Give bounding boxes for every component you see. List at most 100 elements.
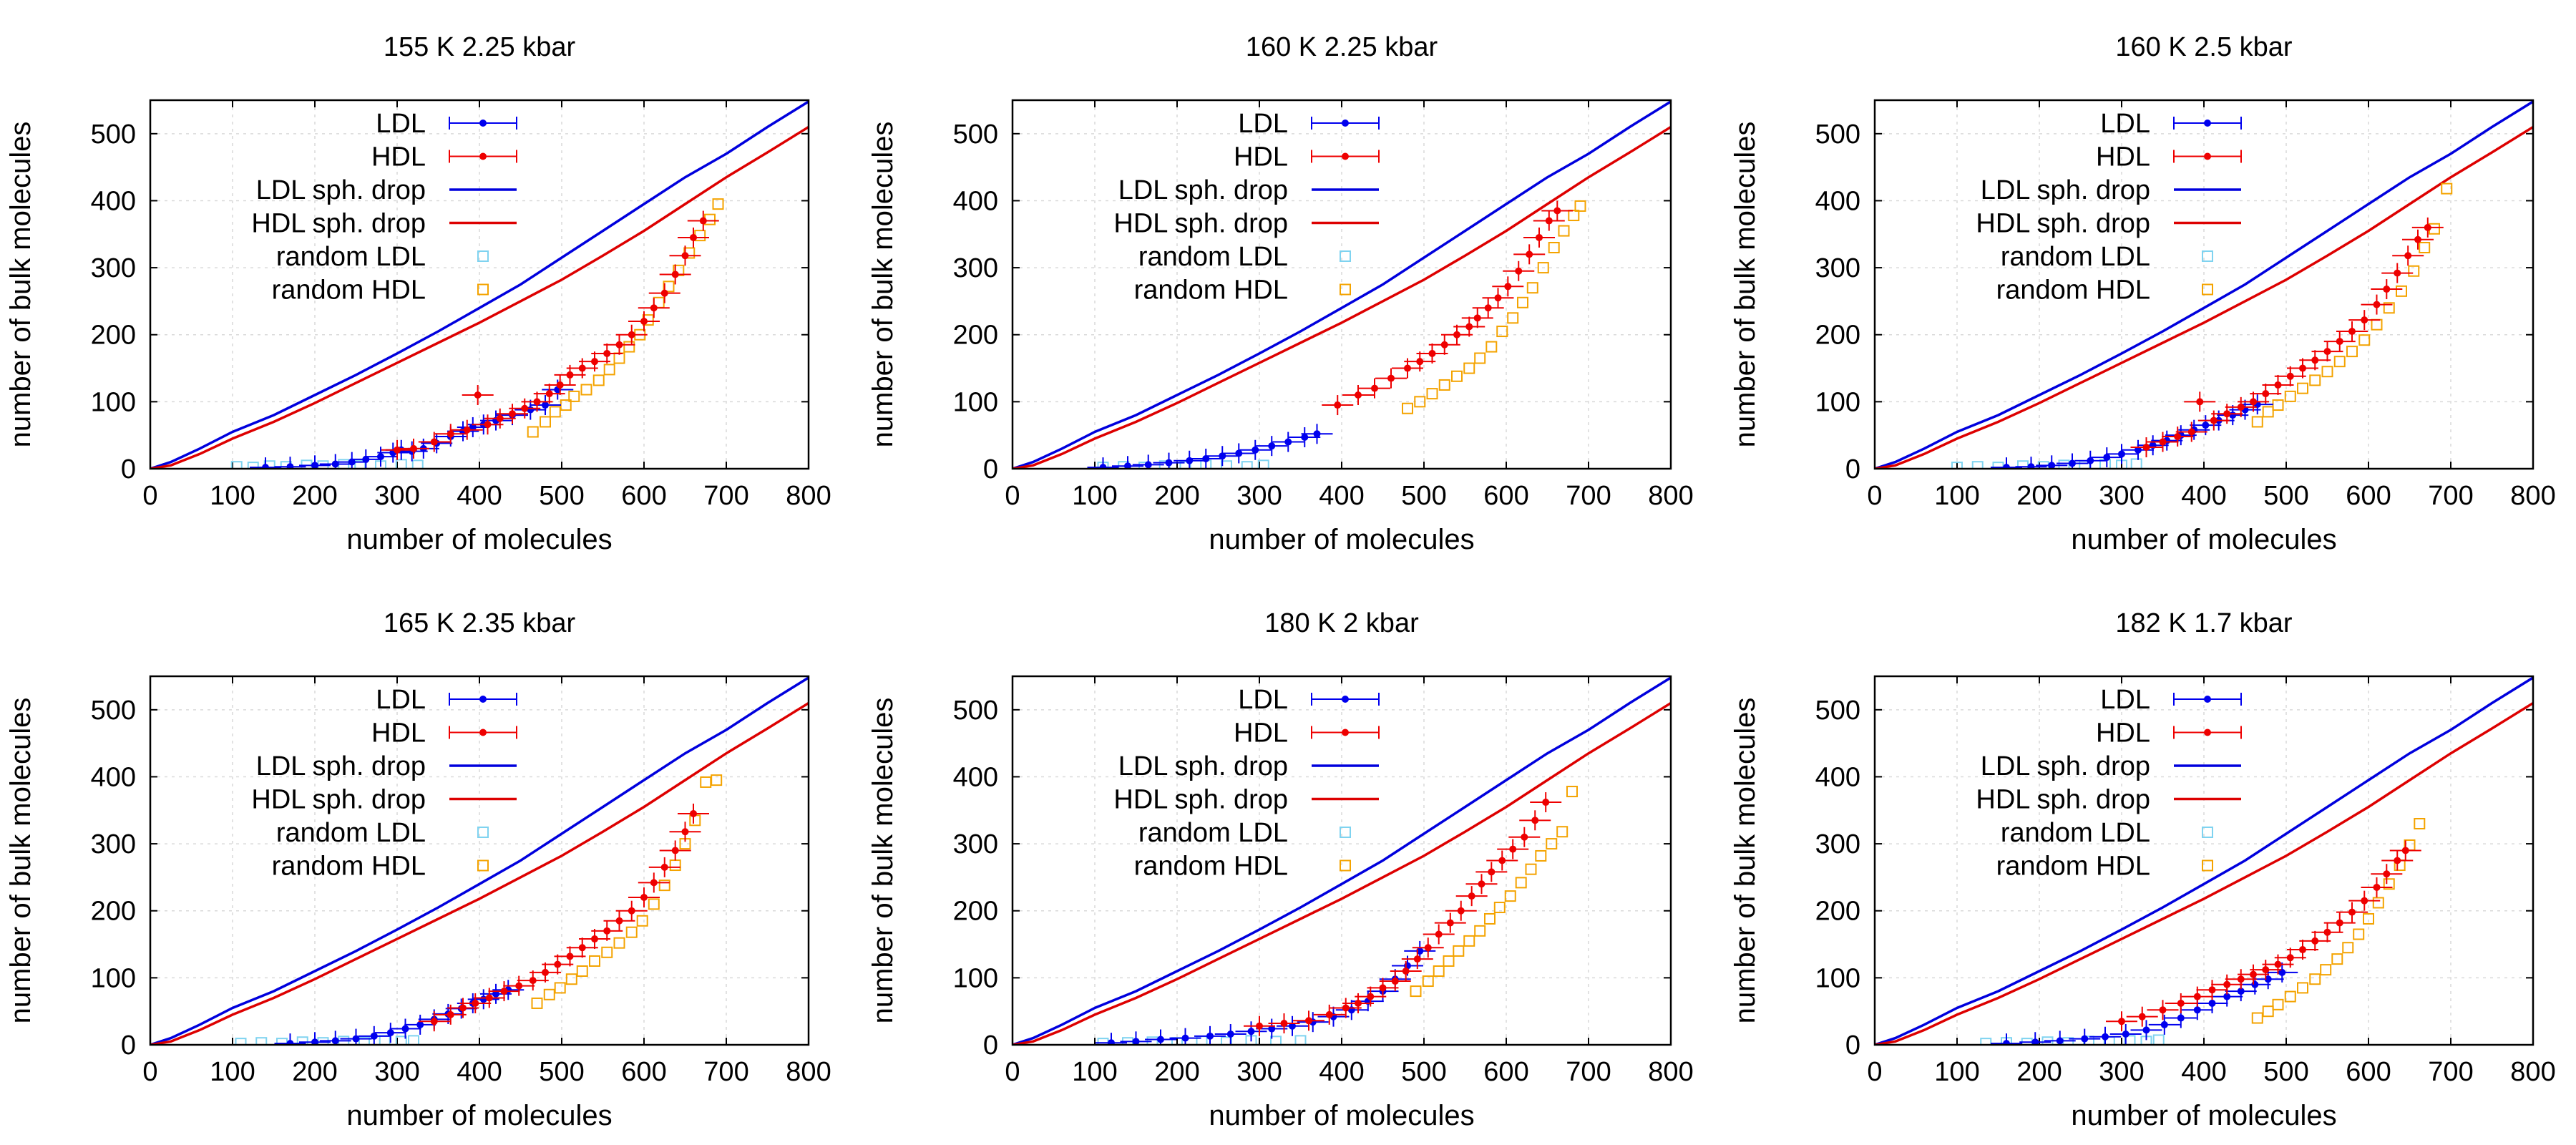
legend-label-hdl: HDL <box>371 718 426 749</box>
series-line-hdl-sph-drop <box>1013 702 1671 1045</box>
x-tick-label: 800 <box>1648 481 1693 511</box>
y-axis-label: number of bulk molecules <box>867 122 899 448</box>
marker <box>1371 384 1378 392</box>
data-point-hdl <box>2371 864 2403 885</box>
marker <box>2348 908 2356 916</box>
data-point-ldl <box>1301 424 1333 444</box>
marker <box>474 391 482 399</box>
marker <box>1468 892 1475 900</box>
data-point-ldl <box>299 1032 331 1045</box>
marker <box>2311 356 2319 364</box>
legend-label-ldl-sph-drop: LDL sph. drop <box>256 751 426 781</box>
data-point-random-hdl <box>1507 312 1519 324</box>
marker <box>2286 954 2294 962</box>
x-tick-label: 0 <box>1867 481 1882 511</box>
marker <box>2193 993 2201 1000</box>
marker <box>1509 845 1517 853</box>
x-tick-label: 300 <box>374 481 419 511</box>
grid-lines <box>150 100 809 469</box>
marker <box>628 331 635 338</box>
data-point-hdl <box>1412 937 1444 958</box>
legend-label-hdl-sph-drop: HDL sph. drop <box>1976 209 2150 239</box>
marker <box>615 341 623 349</box>
legend-label-hdl: HDL <box>371 142 426 172</box>
marker <box>1144 461 1152 469</box>
data-point-hdl <box>1461 308 1493 328</box>
marker <box>1553 207 1561 215</box>
data-point-ldl <box>530 395 561 416</box>
data-point-ldl <box>1214 1024 1246 1045</box>
data-point-hdl <box>615 324 648 345</box>
marker <box>591 358 598 366</box>
data-point-random-hdl <box>1433 965 1445 977</box>
x-tick-label: 700 <box>2428 481 2473 511</box>
data-point-ldl <box>365 447 396 467</box>
marker <box>1387 374 1395 382</box>
data-point-hdl <box>521 391 553 412</box>
marker <box>578 364 586 372</box>
y-tick-label: 0 <box>983 454 998 484</box>
marker <box>2336 338 2343 346</box>
marker <box>671 271 679 278</box>
data-point-hdl <box>579 351 610 372</box>
marker <box>2174 433 2182 441</box>
data-point-hdl <box>603 910 635 931</box>
y-tick-label: 0 <box>1845 1030 1860 1061</box>
legend-label-hdl: HDL <box>1234 142 1288 172</box>
legend-label-random-hdl: random HDL <box>1996 276 2150 306</box>
legend-swatch-random-ldl <box>2202 250 2213 262</box>
legend-label-ldl: LDL <box>376 109 426 139</box>
x-tick-label: 600 <box>621 481 666 511</box>
data-point-hdl <box>2361 877 2393 897</box>
data-point-ldl <box>2148 1014 2180 1035</box>
data-point-random-ldl <box>1241 461 1253 469</box>
y-tick-label: 0 <box>121 454 136 484</box>
marker <box>331 1037 339 1045</box>
data-point-ldl <box>319 454 351 469</box>
x-tick-label: 200 <box>2016 1057 2062 1087</box>
x-tick-label: 100 <box>1072 1057 1117 1087</box>
plot-data <box>1013 100 1671 469</box>
data-point-random-ldl <box>255 1037 268 1045</box>
data-point-ldl <box>299 455 331 469</box>
marker <box>521 404 529 412</box>
legend-label-ldl: LDL <box>2100 109 2150 139</box>
marker <box>2278 968 2286 976</box>
data-point-hdl <box>669 245 701 266</box>
marker <box>578 944 586 952</box>
data-point-hdl <box>1497 839 1529 859</box>
x-tick-label: 400 <box>1319 481 1364 511</box>
legend-label-random-ldl: random LDL <box>276 818 426 848</box>
data-point-hdl <box>1244 1015 1275 1036</box>
marker <box>2135 446 2142 454</box>
chart-panel-3: 160 K 2.5 kbar 0 100 200 300 400 500 600 700 800 0… <box>1729 32 2556 555</box>
marker <box>650 304 658 312</box>
marker <box>1289 1022 1296 1030</box>
marker <box>2373 883 2381 891</box>
data-point-hdl <box>1375 368 1407 389</box>
data-point-hdl <box>1453 316 1485 337</box>
marker <box>2348 328 2356 336</box>
marker <box>386 1029 394 1037</box>
data-point-random-ldl <box>2152 1034 2165 1045</box>
marker <box>500 988 508 995</box>
x-tick-label: 300 <box>2099 481 2144 511</box>
data-point-random-hdl <box>568 390 580 402</box>
data-point-hdl <box>1519 810 1551 831</box>
marker <box>2223 993 2231 1000</box>
marker <box>262 464 269 469</box>
x-tick-label: 500 <box>1401 481 1446 511</box>
marker <box>469 423 477 431</box>
marker <box>2196 398 2204 406</box>
y-tick-label: 200 <box>91 897 136 927</box>
data-point-random-hdl <box>2297 382 2308 394</box>
data-point-hdl <box>2311 922 2343 942</box>
data-point-random-ldl <box>354 459 366 469</box>
x-tick-label: 300 <box>2099 1057 2144 1087</box>
marker <box>1521 833 1528 841</box>
marker <box>401 1025 409 1033</box>
marker <box>529 977 537 985</box>
marker <box>1325 1010 1333 1018</box>
legend-label-ldl: LDL <box>1238 685 1288 715</box>
